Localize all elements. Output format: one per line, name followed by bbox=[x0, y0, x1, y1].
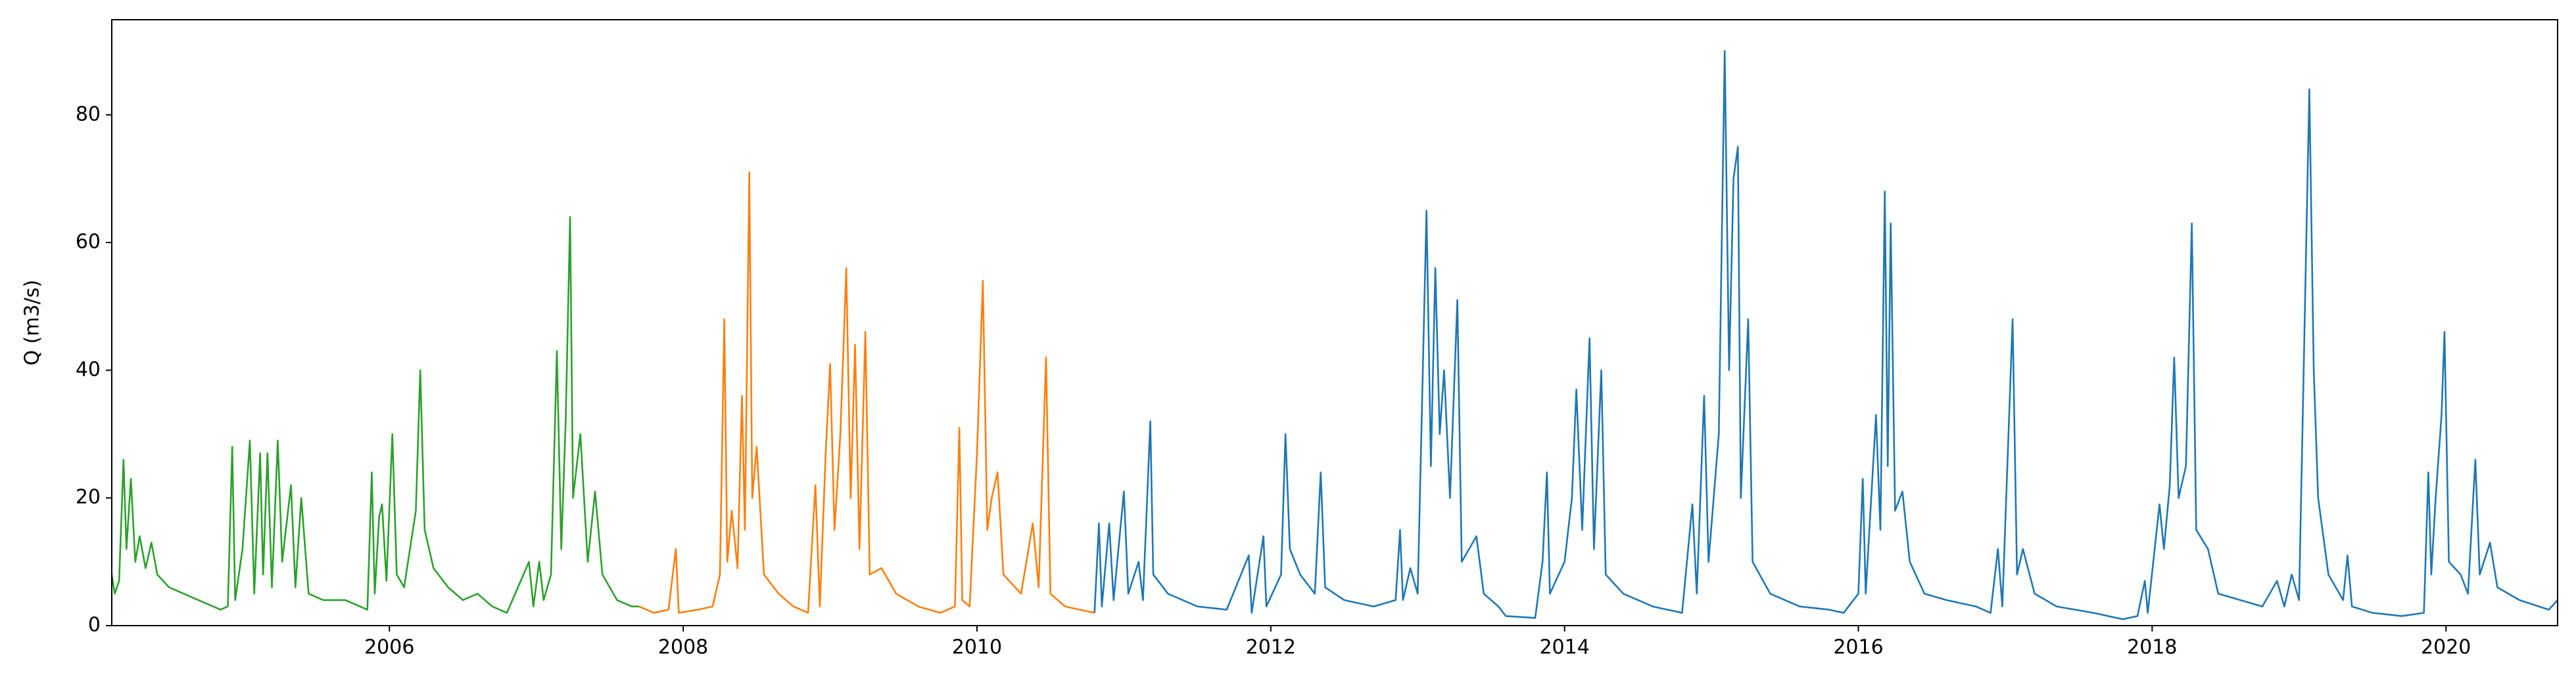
series-line bbox=[638, 171, 1095, 614]
x-tick-label: 2010 bbox=[952, 636, 1002, 659]
plot-frame bbox=[111, 19, 2558, 626]
y-tick-label: 0 bbox=[88, 614, 101, 637]
y-tick-label: 20 bbox=[76, 486, 101, 509]
series-line bbox=[112, 216, 640, 614]
x-tick-label: 2006 bbox=[364, 636, 414, 659]
x-tick-label: 2008 bbox=[658, 636, 708, 659]
x-tick-label: 2016 bbox=[1833, 636, 1883, 659]
y-tick-label: 60 bbox=[76, 231, 101, 254]
x-tick-label: 2014 bbox=[1539, 636, 1589, 659]
y-tick-label: 80 bbox=[76, 103, 101, 126]
x-tick-label: 2018 bbox=[2127, 636, 2177, 659]
x-tick-label: 2012 bbox=[1246, 636, 1296, 659]
y-axis-label: Q (m3/s) bbox=[21, 280, 44, 366]
y-tick-label: 40 bbox=[76, 358, 101, 381]
x-tick-label: 2020 bbox=[2421, 636, 2471, 659]
series-line bbox=[1093, 50, 2558, 620]
